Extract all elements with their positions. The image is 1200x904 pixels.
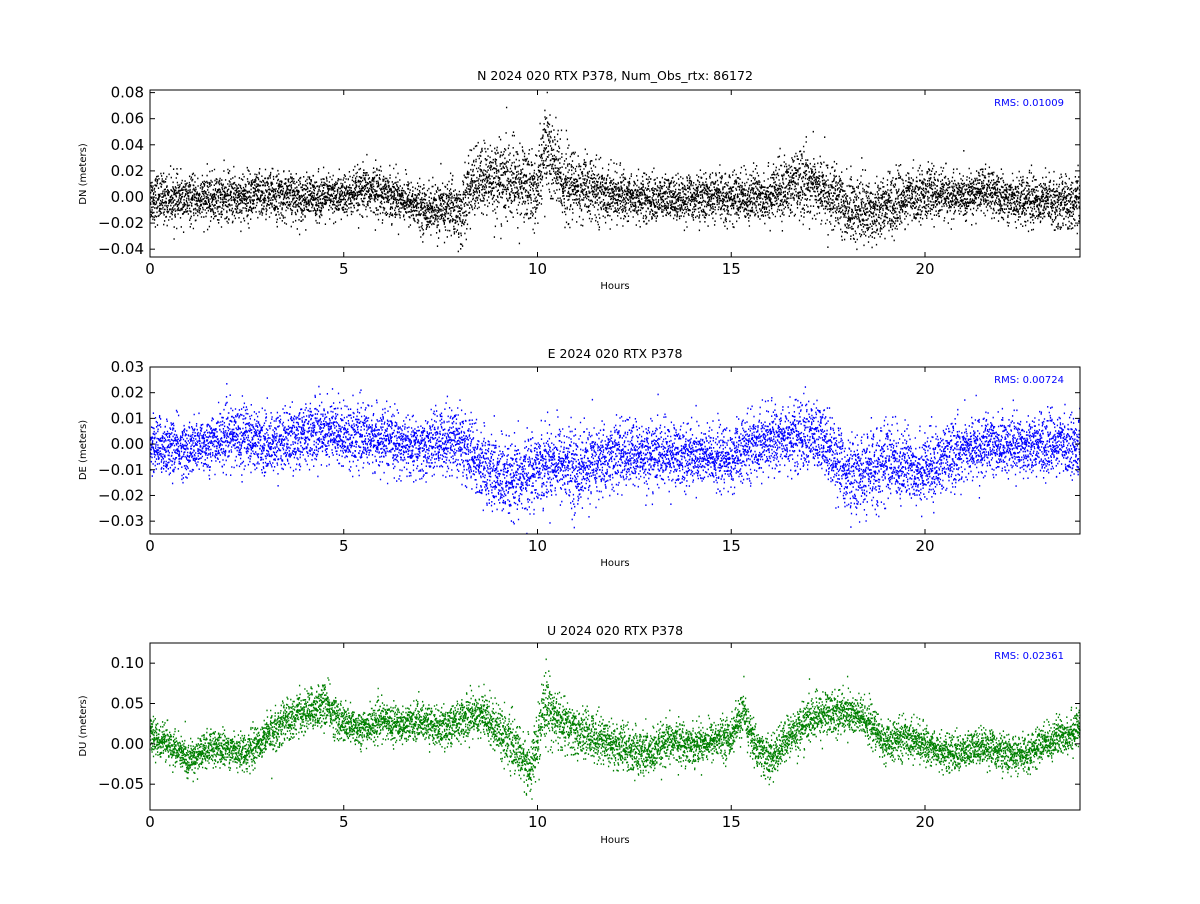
y-tick-label: −0.03 xyxy=(98,512,144,530)
y-axis-label: DN (meters) xyxy=(78,143,89,205)
y-tick-label: 0.04 xyxy=(111,136,144,154)
x-tick-label: 20 xyxy=(915,537,934,555)
y-tick-label: 0.00 xyxy=(111,435,144,453)
x-tick-label: 5 xyxy=(339,260,349,278)
y-axis-label: DU (meters) xyxy=(78,695,89,756)
y-tick-label: −0.02 xyxy=(98,486,144,504)
x-tick-label: 20 xyxy=(915,813,934,831)
y-axis-label: DE (meters) xyxy=(78,420,89,480)
y-tick-label: 0.05 xyxy=(111,695,144,713)
x-axis-label: Hours xyxy=(600,281,629,292)
x-tick-label: 15 xyxy=(722,813,741,831)
x-axis-label: Hours xyxy=(600,558,629,569)
x-axis-label: Hours xyxy=(600,835,629,846)
panel-du: U 2024 020 RTX P378 Hours DU (meters) RM… xyxy=(78,623,1081,846)
rms-annotation: RMS: 0.00724 xyxy=(994,375,1064,386)
plot-frame xyxy=(149,642,1081,811)
panel-title: U 2024 020 RTX P378 xyxy=(547,623,683,638)
x-tick-label: 15 xyxy=(722,537,741,555)
x-tick-label: 0 xyxy=(145,537,155,555)
x-tick-label: 15 xyxy=(722,260,741,278)
x-tick-label: 10 xyxy=(528,813,547,831)
y-tick-label: −0.01 xyxy=(98,461,144,479)
panel-title: N 2024 020 RTX P378, Num_Obs_rtx: 86172 xyxy=(477,68,753,83)
data-points xyxy=(149,658,1081,800)
data-point-cloud xyxy=(149,91,1081,253)
y-tick-label: 0.03 xyxy=(111,358,144,376)
x-tick-label: 0 xyxy=(145,813,155,831)
x-tick-label: 10 xyxy=(528,260,547,278)
y-tick-label: 0.02 xyxy=(111,162,144,180)
rms-annotation: RMS: 0.02361 xyxy=(994,651,1064,662)
y-tick-label: −0.04 xyxy=(98,240,144,258)
axis-ticks: 0 5 10 15 20 −0.05 0.00 0.05 0.10 xyxy=(98,643,1080,831)
data-point-cloud xyxy=(149,383,1081,535)
y-tick-label: 0.10 xyxy=(111,654,144,672)
y-tick-label: 0.00 xyxy=(111,188,144,206)
y-tick-label: 0.02 xyxy=(111,384,144,402)
panel-dn: N 2024 020 RTX P378, Num_Obs_rtx: 86172 … xyxy=(78,68,1081,292)
data-points xyxy=(149,383,1081,535)
y-tick-label: −0.02 xyxy=(98,214,144,232)
x-tick-label: 5 xyxy=(339,813,349,831)
x-tick-label: 10 xyxy=(528,537,547,555)
x-tick-label: 5 xyxy=(339,537,349,555)
axis-ticks: 0 5 10 15 20 −0.04 −0.02 0.00 0.02 0.04 0.06 0.08 xyxy=(98,84,1080,278)
data-points xyxy=(149,91,1081,253)
plot-frame xyxy=(149,89,1081,258)
y-tick-label: 0.08 xyxy=(111,84,144,102)
y-tick-label: −0.05 xyxy=(98,775,144,793)
x-tick-label: 0 xyxy=(145,260,155,278)
plot-frame xyxy=(149,366,1081,535)
x-tick-label: 20 xyxy=(915,260,934,278)
axis-ticks: 0 5 10 15 20 −0.03 −0.02 −0.01 0.00 0.01 0.02 0.03 xyxy=(98,358,1080,555)
y-tick-label: 0.01 xyxy=(111,409,144,427)
rms-annotation: RMS: 0.01009 xyxy=(994,98,1064,109)
y-tick-label: 0.00 xyxy=(111,735,144,753)
panel-title: E 2024 020 RTX P378 xyxy=(548,346,683,361)
y-tick-label: 0.06 xyxy=(111,110,144,128)
panel-de: E 2024 020 RTX P378 Hours DE (meters) RM… xyxy=(78,346,1081,569)
data-point-cloud xyxy=(149,658,1081,800)
